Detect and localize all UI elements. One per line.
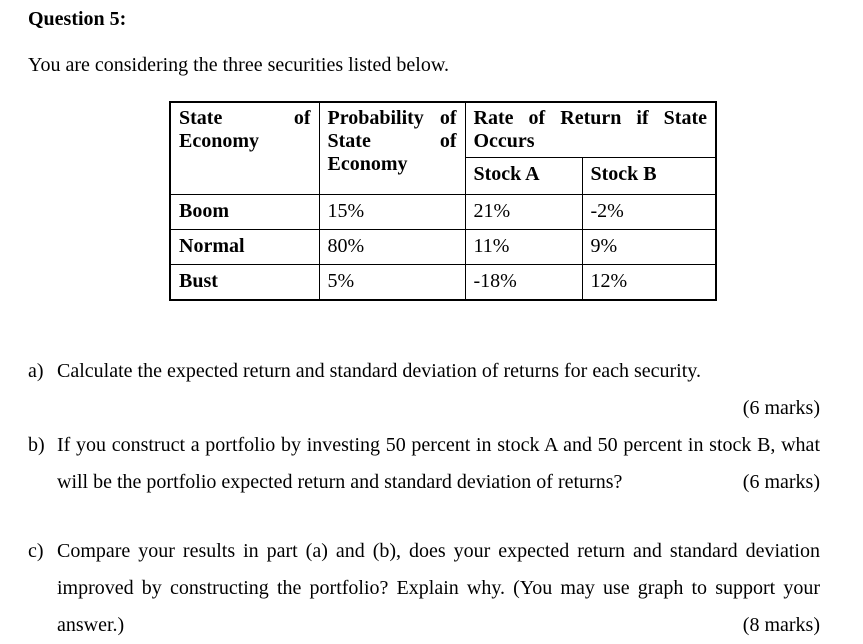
- header-probability: Probability of State of Economy: [318, 101, 466, 195]
- table-header-row: State of Economy Probability of State of…: [169, 101, 717, 195]
- question-c-marker: c): [28, 539, 44, 562]
- securities-table: State of Economy Probability of State of…: [169, 101, 717, 301]
- cell-stock-b: 9%: [581, 229, 717, 265]
- table-row-bust: Bust 5% -18% 12%: [169, 264, 717, 300]
- cell-stock-b: 12%: [581, 264, 717, 300]
- cell-stock-b: -2%: [581, 194, 717, 230]
- table-row-normal: Normal 80% 11% 9%: [169, 229, 717, 265]
- cell-state: Bust: [169, 264, 320, 300]
- question-b-marker: b): [28, 433, 45, 456]
- question-a-marker: a): [28, 359, 44, 382]
- header-line: State of: [327, 130, 457, 152]
- question-b-text-line1: If you construct a portfolio by investin…: [57, 433, 820, 456]
- question-c-last-line: answer.) (8 marks): [57, 607, 820, 644]
- question-c-text-line2: improved by constructing the portfolio? …: [57, 576, 820, 599]
- question-b: b) If you construct a portfolio by inves…: [28, 427, 820, 501]
- cell-stock-a: -18%: [464, 264, 583, 300]
- header-line: Rate of Return if State: [473, 107, 708, 129]
- cell-state: Boom: [169, 194, 320, 230]
- header-rate-of-return: Rate of Return if State Occurs: [464, 101, 717, 158]
- header-stock-b: Stock B: [581, 157, 717, 195]
- question-c-text-line3: answer.): [57, 613, 125, 636]
- question-a: a) Calculate the expected return and sta…: [28, 353, 820, 427]
- question-a-marks: (6 marks): [742, 396, 820, 419]
- page-title: Question 5:: [28, 8, 127, 30]
- question-b-marks: (6 marks): [742, 470, 820, 493]
- header-line: State of: [179, 107, 311, 129]
- cell-stock-a: 21%: [464, 194, 583, 230]
- question-c-marks: (8 marks): [742, 613, 820, 636]
- header-stock-a: Stock A: [464, 157, 583, 195]
- cell-probability: 80%: [318, 229, 466, 265]
- cell-state: Normal: [169, 229, 320, 265]
- table-row-boom: Boom 15% 21% -2%: [169, 194, 717, 230]
- header-line: Probability of: [327, 107, 457, 129]
- cell-probability: 15%: [318, 194, 466, 230]
- header-line: Economy: [327, 153, 408, 175]
- header-line: Occurs: [473, 130, 535, 152]
- header-line: Economy: [179, 130, 259, 152]
- question-c: c) Compare your results in part (a) and …: [28, 533, 820, 644]
- header-state-of-economy: State of Economy: [169, 101, 320, 195]
- question-b-last-line: will be the portfolio expected return an…: [57, 464, 820, 501]
- question-c-text-line1: Compare your results in part (a) and (b)…: [57, 539, 820, 562]
- question-b-text-line2: will be the portfolio expected return an…: [57, 470, 623, 493]
- question-a-text: Calculate the expected return and standa…: [57, 359, 701, 382]
- question-list: a) Calculate the expected return and sta…: [28, 353, 820, 644]
- cell-probability: 5%: [318, 264, 466, 300]
- cell-stock-a: 11%: [464, 229, 583, 265]
- table-subheader-row: Stock A Stock B: [170, 157, 717, 195]
- intro-text: You are considering the three securities…: [28, 54, 450, 76]
